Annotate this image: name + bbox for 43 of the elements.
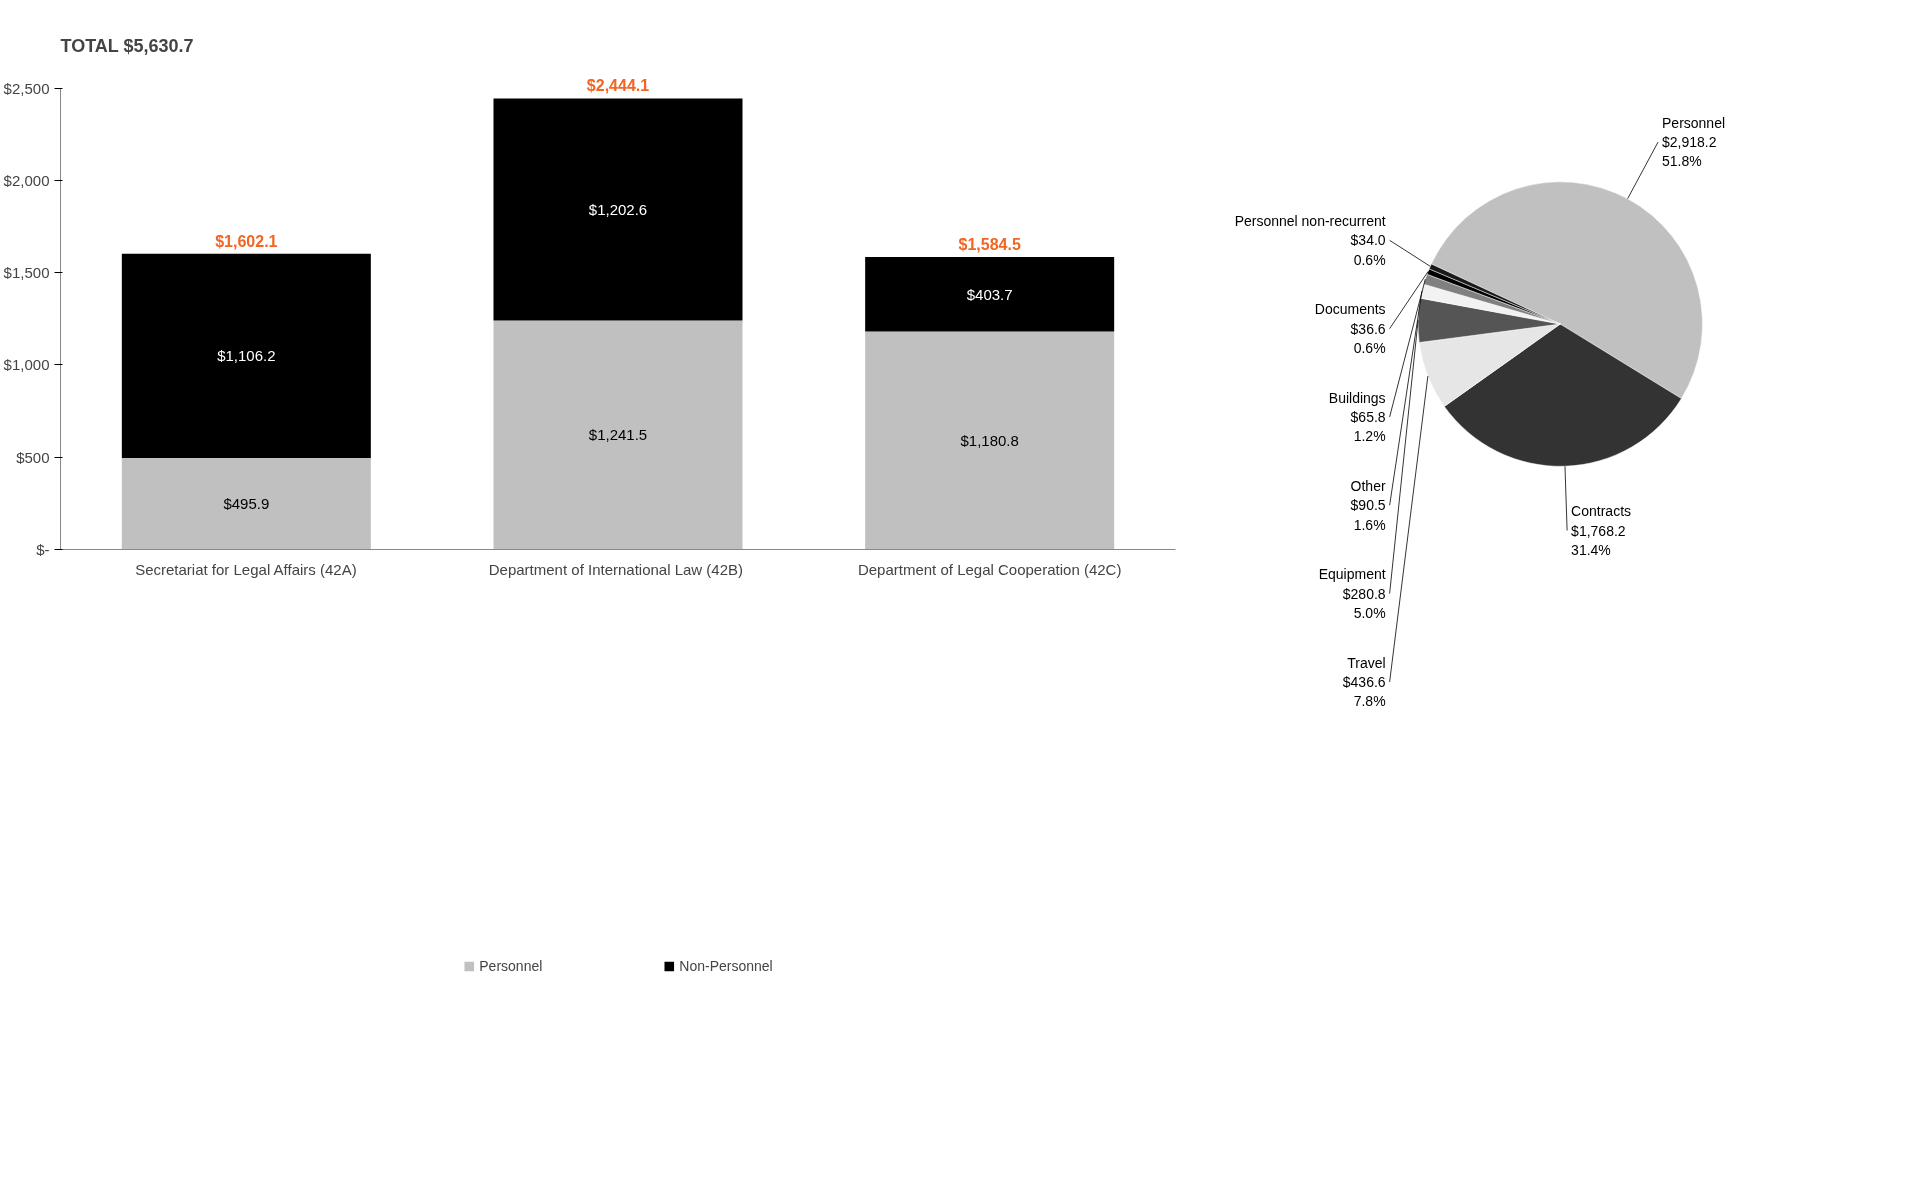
data-label: $1,180.8 (960, 432, 1019, 450)
total-label: $1,584.5 (958, 236, 1021, 254)
slice-label: Personnel (1662, 114, 1726, 131)
data-label: $280.8 5.0% (1342, 585, 1386, 621)
y-tick-label: $2,500 (3, 79, 50, 97)
x-tick-label: Secretariat for Legal Affairs (42A) (135, 560, 357, 578)
bar (493, 320, 743, 550)
slice-label: Personnel non-recurrent (1234, 213, 1386, 230)
data-label: $34.0 0.6% (1350, 232, 1386, 268)
data-label: $65.8 1.2% (1350, 408, 1386, 445)
data-label: $1,202.6 (588, 200, 648, 218)
y-tick-label: $2,000 (3, 171, 50, 189)
x-tick-label: Department of International Law (42B) (488, 560, 744, 578)
bar (865, 257, 1115, 332)
bar (121, 457, 371, 550)
slice-label: Contracts (1571, 503, 1632, 520)
slice-label: Other (1350, 478, 1386, 495)
data-label: $436.6 7.8% (1342, 673, 1386, 710)
data-label: $403.7 (966, 285, 1013, 303)
legend-label: Personnel (479, 958, 543, 974)
data-label: $1,241.5 (588, 426, 648, 444)
y-tick-label: $1,000 (3, 356, 50, 374)
legend-label: Non-Personnel (679, 958, 773, 974)
total-label: $1,602.1 (215, 232, 278, 250)
data-label: $495.9 (223, 495, 270, 513)
y-tick-label: $500 (16, 448, 50, 466)
slice-label: Equipment (1318, 566, 1386, 583)
data-label: $2,918.2 51.8% (1662, 134, 1717, 170)
chart-title: TOTAL $5,630.7 (60, 35, 194, 56)
data-label: $1,106.2 (217, 347, 276, 365)
slice-label: Documents (1314, 301, 1386, 318)
bar (865, 331, 1115, 550)
bar (121, 253, 371, 458)
total-label: $2,444.1 (586, 77, 650, 95)
y-tick-label: $1,500 (3, 264, 50, 282)
data-label: $90.5 1.6% (1350, 497, 1386, 533)
bar (493, 98, 743, 321)
slice-label: Buildings (1328, 389, 1386, 406)
data-label: $1,768.2 31.4% (1571, 522, 1626, 558)
x-tick-label: Department of Legal Cooperation (42C) (857, 560, 1122, 578)
slice-label: Travel (1347, 654, 1386, 671)
data-label: $36.6 0.6% (1350, 320, 1386, 356)
y-tick-label: $- (36, 541, 50, 558)
